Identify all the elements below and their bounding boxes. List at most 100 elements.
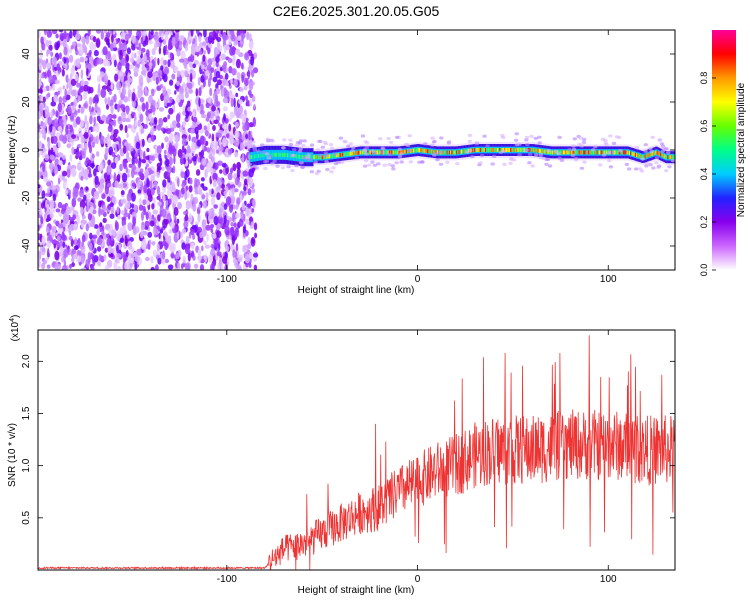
spectrogram-noise-speckle: [168, 132, 174, 142]
spectrogram-signal-speckle: [492, 154, 497, 158]
spectrogram-signal-speckle: [571, 147, 577, 151]
spectrogram-signal-core: [669, 155, 672, 160]
spectrogram-signal-core: [456, 150, 458, 155]
spectrogram-y-tick-label: -40: [21, 238, 32, 253]
spectrogram-noise-speckle: [111, 229, 116, 236]
spectrogram-signal-core: [357, 150, 360, 155]
spectrogram-marks: [38, 30, 675, 270]
spectrogram-noise-speckle: [122, 118, 127, 122]
spectrogram-signal-core: [519, 148, 522, 152]
spectrogram-signal-core: [662, 153, 664, 158]
spectrogram-signal-core: [471, 148, 474, 153]
spectrogram-noise-speckle: [243, 85, 248, 91]
spectrogram-noise-speckle: [149, 220, 155, 227]
spectrogram-noise-speckle: [184, 214, 189, 222]
spectrogram-signal-speckle: [252, 146, 257, 150]
spectrogram-noise-speckle: [83, 103, 88, 108]
spectrogram-noise-speckle: [158, 107, 164, 112]
spectrogram-noise-speckle: [153, 57, 157, 62]
spectrogram-signal-core: [376, 150, 379, 155]
spectrogram-noise-speckle: [222, 207, 225, 214]
spectrogram-noise-speckle: [172, 165, 176, 174]
spectrogram-noise-speckle: [131, 43, 136, 51]
spectrogram-noise-speckle: [162, 218, 168, 229]
spectrogram-noise-speckle: [110, 30, 113, 35]
spectrogram-signal-speckle: [397, 154, 403, 159]
spectrogram-noise-speckle: [49, 85, 52, 92]
spectrogram-noise-speckle: [88, 96, 93, 106]
spectrogram-noise-speckle: [138, 74, 144, 84]
spectrogram-noise-speckle: [253, 52, 258, 59]
spectrogram-noise-speckle: [164, 66, 170, 76]
spectrogram-noise-speckle: [38, 250, 42, 260]
spectrogram-signal-core: [618, 150, 620, 155]
spectrogram-signal-speckle: [598, 163, 603, 167]
spectrogram-noise-speckle: [211, 37, 215, 45]
spectrogram-noise-speckle: [104, 247, 109, 253]
spectrogram-signal-speckle: [660, 144, 666, 148]
spectrogram-noise-speckle: [163, 94, 170, 103]
spectrogram-signal-core: [253, 154, 255, 159]
spectrogram-noise-speckle: [76, 30, 79, 36]
spectrogram-signal-core: [256, 154, 259, 159]
spectrogram-noise-speckle: [44, 30, 48, 34]
spectrogram-signal-core: [661, 153, 663, 158]
spectrogram-signal-core: [424, 148, 427, 153]
spectrogram-noise-speckle: [83, 90, 88, 101]
spectrogram-noise-speckle: [71, 146, 75, 155]
spectrogram-noise-speckle: [80, 143, 84, 150]
spectrogram-noise-speckle: [93, 106, 99, 112]
spectrogram-noise-speckle: [78, 45, 84, 55]
spectrogram-noise-speckle: [212, 60, 216, 69]
spectrogram-noise-speckle: [104, 146, 109, 157]
spectrogram-noise-speckle: [212, 149, 216, 156]
spectrogram-noise-speckle: [244, 254, 250, 264]
spectrogram-noise-speckle: [244, 218, 250, 225]
spectrogram-signal-core: [297, 154, 300, 159]
spectrogram-noise-speckle: [141, 158, 147, 164]
spectrogram-noise-speckle: [94, 122, 100, 133]
spectrogram-signal-speckle: [527, 161, 532, 165]
spectrogram-noise-speckle: [169, 60, 175, 69]
spectrogram-noise-speckle: [117, 62, 122, 71]
spectrogram-signal-speckle: [525, 143, 530, 147]
spectrogram-noise-speckle: [216, 47, 220, 55]
spectrogram-signal-core: [510, 148, 512, 152]
spectrogram-noise-speckle: [159, 191, 165, 196]
spectrogram-noise-speckle: [211, 188, 214, 195]
spectrogram-signal-speckle: [275, 164, 280, 168]
spectrogram-noise-speckle: [253, 264, 258, 270]
spectrogram-noise-speckle: [239, 193, 243, 203]
spectrogram-signal-speckle: [524, 138, 529, 142]
spectrogram-noise-speckle: [248, 168, 254, 178]
spectrogram-noise-speckle: [190, 30, 194, 37]
spectrogram-noise-speckle: [119, 123, 124, 131]
spectrogram-noise-speckle: [110, 43, 114, 52]
spectrogram-noise-speckle: [163, 171, 169, 180]
spectrogram-noise-speckle: [86, 192, 91, 199]
spectrogram-noise-speckle: [216, 37, 222, 42]
spectrogram-noise-speckle: [95, 135, 99, 145]
spectrogram-signal-core: [260, 153, 262, 158]
spectrogram-noise-speckle: [165, 199, 169, 207]
spectrogram-signal-speckle: [604, 143, 609, 147]
spectrogram-signal-speckle: [282, 138, 287, 142]
spectrogram-noise-speckle: [215, 56, 220, 63]
snr-panel: -100 0 100 0.5 1.0 1.5 2.0 Height of straight…: [7, 315, 676, 596]
spectrogram-noise-speckle: [38, 259, 41, 268]
spectrogram-signal-core: [448, 150, 451, 155]
colorbar-tick-label: 0.6: [699, 120, 709, 133]
spectrogram-signal-core: [354, 151, 356, 156]
spectrogram-noise-speckle: [239, 39, 245, 45]
spectrogram-noise-speckle: [223, 203, 228, 210]
spectrogram-noise-speckle: [211, 196, 216, 206]
spectrogram-signal-core: [601, 150, 603, 155]
spectrogram-signal-speckle: [651, 166, 656, 170]
spectrogram-signal-core: [482, 148, 484, 152]
spectrogram-noise-speckle: [209, 87, 213, 97]
spectrogram-noise-speckle: [117, 183, 123, 189]
spectrogram-noise-speckle: [198, 203, 201, 210]
spectrogram-signal-core: [624, 150, 626, 155]
spectrogram-noise-speckle: [110, 235, 114, 241]
spectrogram-signal-core: [252, 154, 254, 159]
